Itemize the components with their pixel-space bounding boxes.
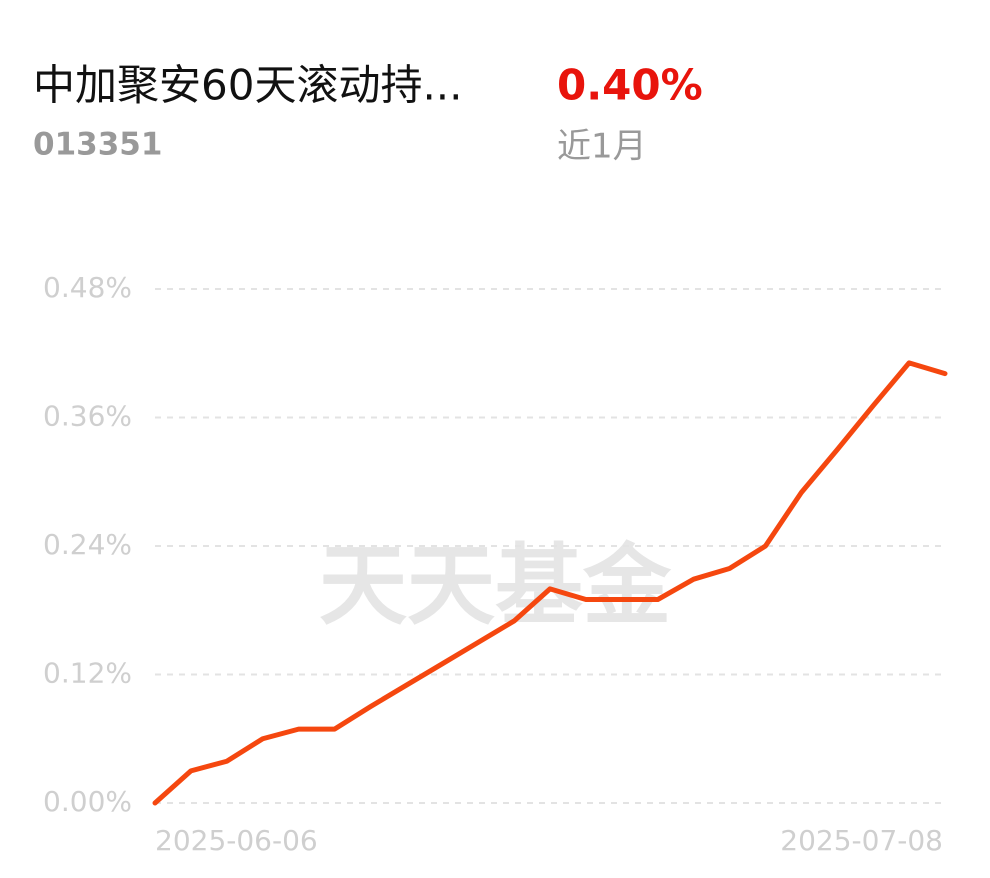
y-tick-label: 0.48% (43, 271, 132, 304)
change-value: 0.40% (557, 61, 703, 110)
y-tick-label: 0.00% (43, 785, 132, 818)
x-tick-label: 2025-07-08 (780, 824, 943, 857)
y-tick-label: 0.12% (43, 657, 132, 690)
y-tick-label: 0.36% (43, 400, 132, 433)
period-label: 近1月 (557, 127, 647, 167)
y-tick-label: 0.24% (43, 528, 132, 561)
fund-title: 中加聚安60天滚动持... (33, 61, 463, 110)
fund-code: 013351 (33, 127, 162, 163)
watermark: 天天基金 (319, 534, 672, 637)
x-tick-label: 2025-06-06 (155, 824, 318, 857)
data-line (152, 360, 948, 806)
